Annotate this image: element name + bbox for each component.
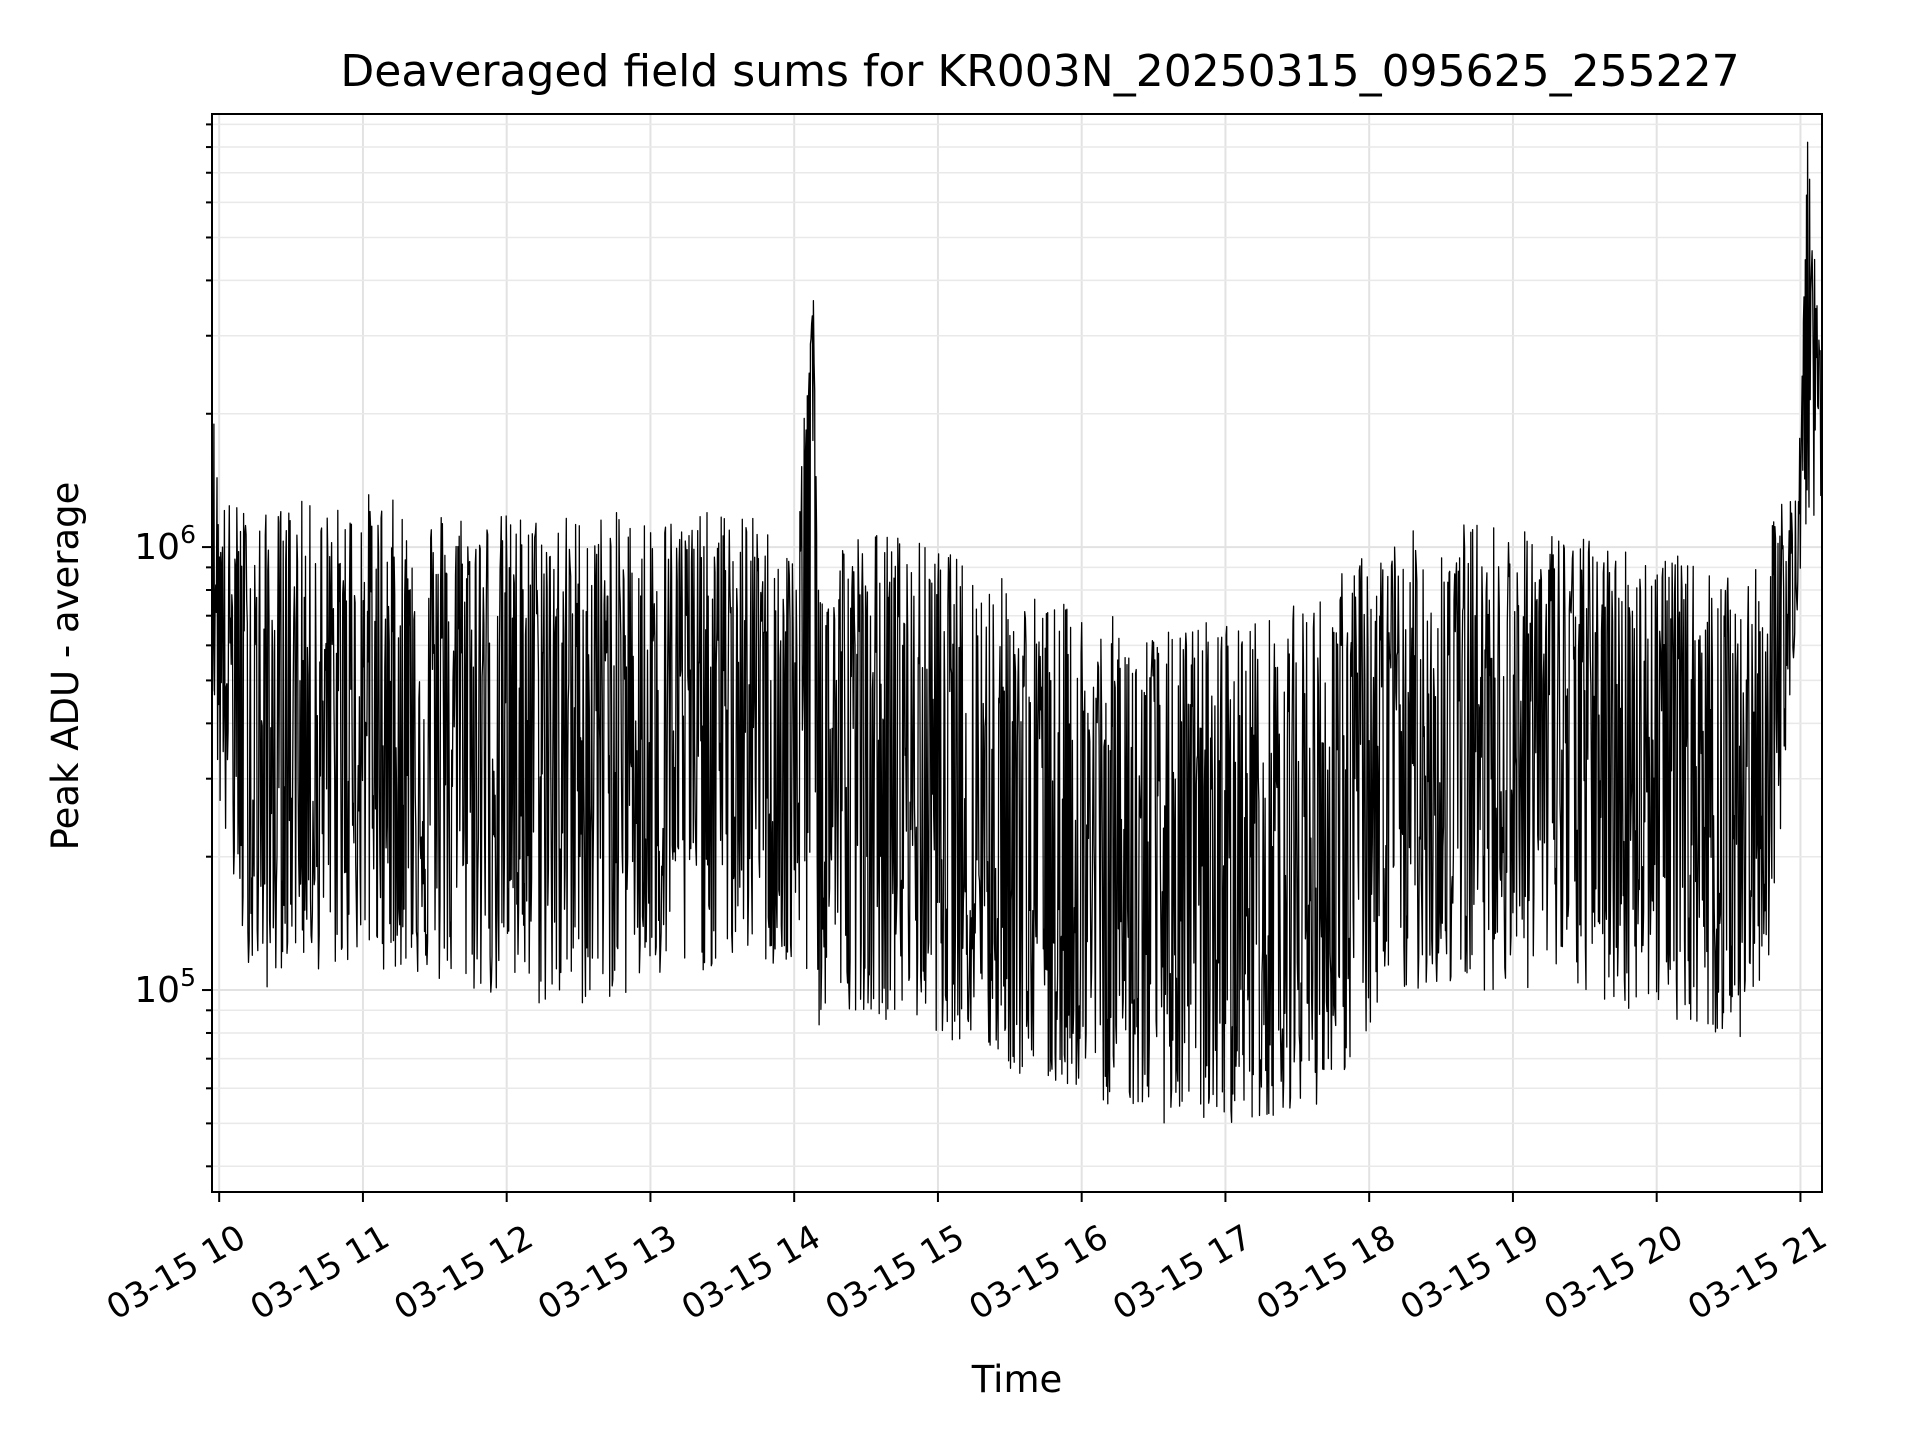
y-tick-label-0: 105 [134, 963, 196, 1011]
x-tick-label-9: 03-15 19 [1394, 1217, 1546, 1328]
x-tick-label-4: 03-15 14 [675, 1217, 827, 1328]
x-axis-label: Time [971, 1358, 1063, 1401]
series-layer [211, 141, 1823, 1124]
x-tick-label-7: 03-15 17 [1106, 1217, 1258, 1328]
y-axis-label: Peak ADU - average [44, 482, 87, 851]
x-tick-label-6: 03-15 16 [963, 1217, 1115, 1328]
x-tick-label-5: 03-15 15 [819, 1217, 971, 1328]
x-tick-label-10: 03-15 20 [1538, 1217, 1690, 1328]
y-axis-ticks: 105 106 [134, 123, 212, 1168]
x-tick-label-11: 03-15 21 [1681, 1217, 1833, 1328]
x-tick-label-0: 03-15 10 [100, 1217, 252, 1328]
x-tick-label-3: 03-15 13 [531, 1217, 683, 1328]
chart-title: Deaveraged field sums for KR003N_2025031… [340, 46, 1739, 97]
x-tick-label-1: 03-15 11 [244, 1217, 396, 1328]
y-tick-label-1: 106 [134, 520, 196, 568]
plot-frame [211, 113, 1823, 1193]
series-line-0 [211, 141, 1823, 1124]
x-tick-label-8: 03-15 18 [1250, 1217, 1402, 1328]
x-tick-label-2: 03-15 12 [388, 1217, 540, 1328]
